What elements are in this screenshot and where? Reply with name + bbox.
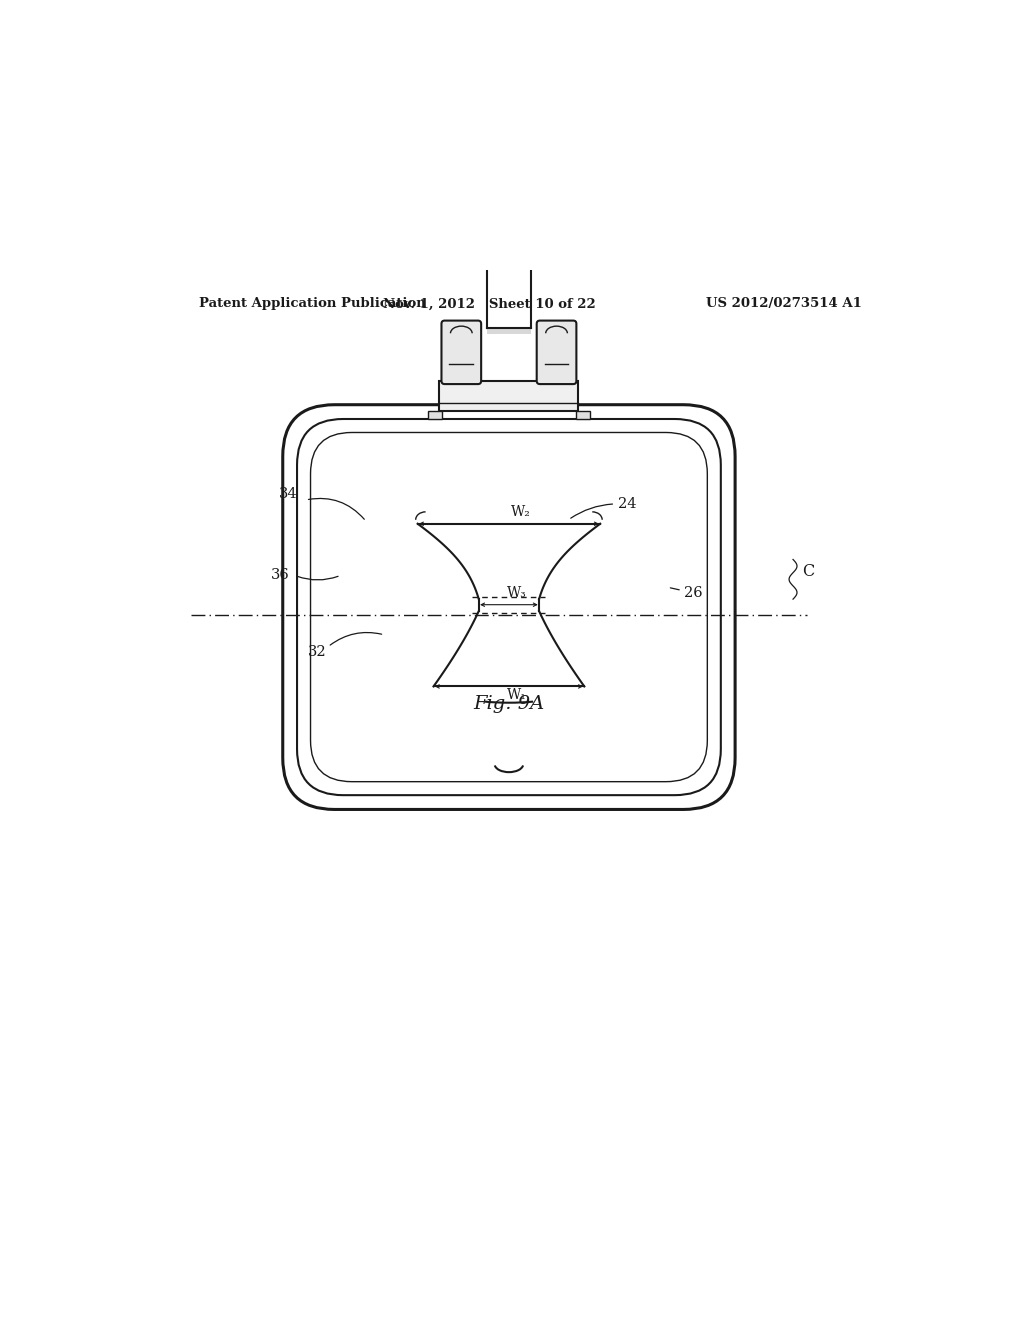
Text: Fig. 9A: Fig. 9A [473, 694, 545, 713]
Text: W₂: W₂ [511, 506, 530, 519]
Polygon shape [428, 411, 442, 418]
FancyBboxPatch shape [537, 321, 577, 384]
Text: 34: 34 [279, 487, 298, 502]
Polygon shape [575, 411, 590, 418]
Text: Patent Application Publication: Patent Application Publication [200, 297, 426, 310]
Text: 24: 24 [618, 496, 637, 511]
Text: Nov. 1, 2012   Sheet 10 of 22: Nov. 1, 2012 Sheet 10 of 22 [383, 297, 596, 310]
Text: 32: 32 [307, 645, 327, 659]
Text: C: C [803, 562, 815, 579]
Text: W₃: W₃ [507, 586, 526, 599]
Text: US 2012/0273514 A1: US 2012/0273514 A1 [707, 297, 862, 310]
Polygon shape [439, 381, 579, 411]
FancyBboxPatch shape [441, 321, 481, 384]
Text: W₁: W₁ [507, 688, 526, 702]
Text: 36: 36 [271, 569, 290, 582]
Polygon shape [487, 327, 530, 334]
Text: 26: 26 [684, 586, 702, 599]
